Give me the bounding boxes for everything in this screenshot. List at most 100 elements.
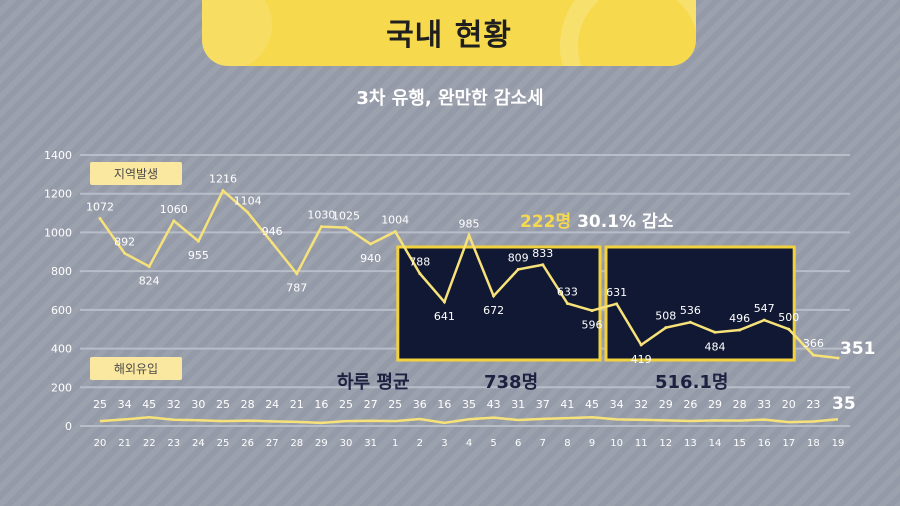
domestic-data-label: 547: [754, 302, 775, 315]
x-tick-label: 28: [290, 438, 303, 449]
imported-data-label: 30: [191, 398, 205, 411]
domestic-point: [762, 318, 766, 322]
imported-data-label: 20: [782, 398, 796, 411]
domestic-data-label: 508: [655, 310, 676, 323]
domestic-point: [295, 272, 299, 276]
domestic-point: [541, 263, 545, 267]
domestic-last-label: 351: [840, 339, 876, 359]
x-tick-label: 7: [540, 438, 546, 449]
x-tick-label: 19: [832, 438, 845, 449]
imported-data-label: 16: [314, 398, 328, 411]
domestic-point: [319, 225, 323, 229]
domestic-point: [147, 264, 151, 268]
domestic-data-label: 496: [729, 312, 750, 325]
y-tick-label: 1400: [44, 149, 72, 162]
domestic-data-label: 788: [409, 255, 430, 268]
imported-data-label: 34: [118, 398, 132, 411]
domestic-data-label: 946: [262, 225, 283, 238]
imported-data-label: 29: [659, 398, 673, 411]
domestic-point: [123, 251, 127, 255]
domestic-point: [344, 226, 348, 230]
domestic-data-label: 596: [582, 319, 603, 332]
x-tick-label: 29: [315, 438, 328, 449]
domestic-data-label: 1025: [332, 210, 360, 223]
domestic-data-label: 536: [680, 304, 701, 317]
imported-data-label: 33: [757, 398, 771, 411]
x-tick-label: 11: [635, 438, 648, 449]
x-tick-label: 15: [733, 438, 746, 449]
imported-data-label: 41: [560, 398, 574, 411]
imported-data-label: 28: [241, 398, 255, 411]
domestic-point: [688, 320, 692, 324]
domestic-data-label: 809: [508, 251, 529, 264]
domestic-point: [442, 300, 446, 304]
domestic-point: [811, 353, 815, 357]
y-tick-label: 800: [51, 265, 72, 278]
domestic-point: [615, 302, 619, 306]
domestic-point: [369, 242, 373, 246]
x-tick-label: 2: [417, 438, 423, 449]
x-tick-label: 9: [589, 438, 595, 449]
imported-data-label: 34: [610, 398, 624, 411]
imported-data-label: 27: [364, 398, 378, 411]
period1-average: 738명: [484, 372, 539, 393]
title-banner: 국내 현황: [202, 0, 696, 66]
imported-data-label: 31: [511, 398, 525, 411]
page-title: 국내 현황: [386, 18, 512, 53]
x-tick-label: 24: [192, 438, 205, 449]
domestic-data-label: 1004: [381, 214, 409, 227]
decrease-count: 222명: [520, 212, 572, 232]
domestic-point: [98, 216, 102, 220]
imported-data-label: 43: [487, 398, 501, 411]
domestic-data-label: 940: [360, 252, 381, 265]
y-tick-label: 600: [51, 304, 72, 317]
imported-data-label: 26: [683, 398, 697, 411]
imported-data-label: 32: [167, 398, 181, 411]
domestic-data-label: 419: [631, 353, 652, 366]
y-tick-label: 1200: [44, 188, 72, 201]
imported-data-label: 16: [437, 398, 451, 411]
x-tick-label: 30: [340, 438, 353, 449]
domestic-data-label: 985: [459, 217, 480, 230]
x-tick-label: 4: [466, 438, 472, 449]
banner-decoration: [202, 0, 272, 66]
domestic-data-label: 641: [434, 310, 455, 323]
period2-box: [604, 245, 796, 362]
x-tick-label: 27: [266, 438, 279, 449]
domestic-point: [221, 189, 225, 193]
domestic-point: [639, 343, 643, 347]
domestic-data-label: 787: [286, 282, 307, 295]
domestic-point: [565, 301, 569, 305]
domestic-data-label: 631: [606, 286, 627, 299]
domestic-data-label: 1216: [209, 173, 237, 186]
daily-average-label: 하루 평균: [337, 372, 410, 393]
y-tick-label: 0: [65, 420, 72, 433]
domestic-point: [270, 241, 274, 245]
imported-data-label: 28: [733, 398, 747, 411]
page-subtitle: 3차 유행, 완만한 감소세: [356, 88, 544, 109]
imported-data-label: 25: [216, 398, 230, 411]
domestic-data-label: 1072: [86, 200, 114, 213]
x-tick-label: 10: [610, 438, 623, 449]
x-tick-label: 31: [364, 438, 377, 449]
domestic-data-label: 633: [557, 285, 578, 298]
banner-decoration: [560, 0, 696, 66]
domestic-data-label: 1104: [234, 194, 262, 207]
x-tick-label: 25: [217, 438, 230, 449]
x-tick-label: 16: [758, 438, 771, 449]
domestic-data-label: 833: [532, 247, 553, 260]
x-tick-label: 13: [684, 438, 697, 449]
domestic-point: [738, 328, 742, 332]
domestic-data-label: 672: [483, 304, 504, 317]
x-tick-label: 21: [118, 438, 131, 449]
imported-data-label: 25: [388, 398, 402, 411]
domestic-point: [664, 326, 668, 330]
domestic-data-label: 1060: [160, 203, 188, 216]
imported-series-badge: 해외유입: [90, 357, 182, 380]
imported-data-label: 32: [634, 398, 648, 411]
domestic-data-label: 892: [114, 235, 135, 248]
x-tick-label: 23: [167, 438, 180, 449]
imported-data-label: 37: [536, 398, 550, 411]
